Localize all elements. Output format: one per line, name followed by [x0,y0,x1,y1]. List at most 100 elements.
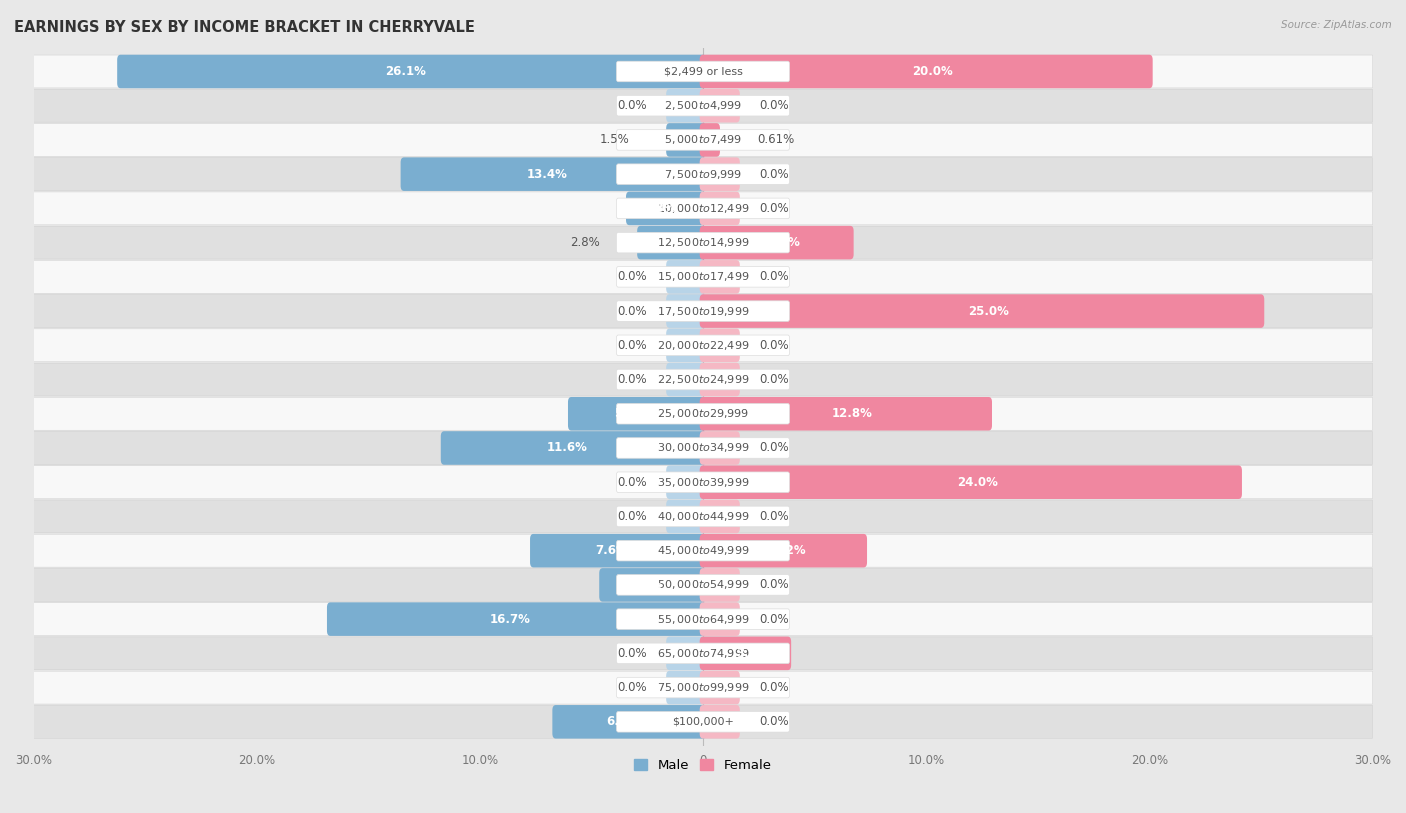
Text: 0.0%: 0.0% [617,339,647,352]
Text: $2,500 to $4,999: $2,500 to $4,999 [664,99,742,112]
FancyBboxPatch shape [616,95,790,116]
Text: 0.0%: 0.0% [617,510,647,523]
FancyBboxPatch shape [34,55,1372,88]
FancyBboxPatch shape [700,637,792,670]
Text: 0.0%: 0.0% [617,271,647,284]
Text: 2.8%: 2.8% [571,236,600,249]
Text: $40,000 to $44,999: $40,000 to $44,999 [657,510,749,523]
FancyBboxPatch shape [553,705,706,738]
FancyBboxPatch shape [616,541,790,561]
Text: 0.0%: 0.0% [759,202,789,215]
FancyBboxPatch shape [616,61,790,82]
FancyBboxPatch shape [328,602,706,636]
Text: 25.0%: 25.0% [969,305,1010,318]
FancyBboxPatch shape [616,267,790,287]
FancyBboxPatch shape [568,397,706,431]
FancyBboxPatch shape [616,198,790,219]
FancyBboxPatch shape [700,602,740,636]
FancyBboxPatch shape [700,89,740,123]
FancyBboxPatch shape [700,54,1153,89]
Text: $22,500 to $24,999: $22,500 to $24,999 [657,373,749,386]
Text: 0.0%: 0.0% [759,339,789,352]
FancyBboxPatch shape [401,158,706,191]
Text: $20,000 to $22,499: $20,000 to $22,499 [657,339,749,352]
FancyBboxPatch shape [34,534,1372,567]
Text: 7.6%: 7.6% [595,544,628,557]
Text: 0.0%: 0.0% [759,373,789,386]
Text: $75,000 to $99,999: $75,000 to $99,999 [657,681,749,694]
Text: 5.9%: 5.9% [614,407,647,420]
FancyBboxPatch shape [700,534,868,567]
Text: 26.1%: 26.1% [385,65,426,78]
FancyBboxPatch shape [34,398,1372,430]
Text: $25,000 to $29,999: $25,000 to $29,999 [657,407,749,420]
Text: $50,000 to $54,999: $50,000 to $54,999 [657,578,749,591]
FancyBboxPatch shape [616,233,790,253]
FancyBboxPatch shape [616,609,790,629]
Text: Source: ZipAtlas.com: Source: ZipAtlas.com [1281,20,1392,30]
Text: $35,000 to $39,999: $35,000 to $39,999 [657,476,749,489]
Text: 1.5%: 1.5% [599,133,630,146]
FancyBboxPatch shape [34,124,1372,156]
FancyBboxPatch shape [616,301,790,321]
Text: $5,000 to $7,499: $5,000 to $7,499 [664,133,742,146]
Text: 6.6%: 6.6% [766,236,800,249]
FancyBboxPatch shape [34,500,1372,533]
FancyBboxPatch shape [616,643,790,663]
FancyBboxPatch shape [666,363,706,396]
Text: 0.61%: 0.61% [756,133,794,146]
FancyBboxPatch shape [616,472,790,493]
FancyBboxPatch shape [666,328,706,362]
FancyBboxPatch shape [700,568,740,602]
FancyBboxPatch shape [34,294,1372,328]
Text: $100,000+: $100,000+ [672,717,734,727]
Text: 13.4%: 13.4% [526,167,567,180]
FancyBboxPatch shape [616,164,790,185]
Text: 0.0%: 0.0% [759,441,789,454]
FancyBboxPatch shape [34,158,1372,190]
FancyBboxPatch shape [700,363,740,396]
FancyBboxPatch shape [616,129,790,150]
FancyBboxPatch shape [666,260,706,293]
Text: $17,500 to $19,999: $17,500 to $19,999 [657,305,749,318]
FancyBboxPatch shape [616,506,790,527]
FancyBboxPatch shape [34,466,1372,498]
Text: 20.0%: 20.0% [912,65,953,78]
Text: $65,000 to $74,999: $65,000 to $74,999 [657,647,749,660]
FancyBboxPatch shape [34,568,1372,602]
FancyBboxPatch shape [666,500,706,533]
Legend: Male, Female: Male, Female [628,754,778,777]
Text: 0.0%: 0.0% [617,476,647,489]
FancyBboxPatch shape [700,500,740,533]
FancyBboxPatch shape [616,575,790,595]
Text: $7,500 to $9,999: $7,500 to $9,999 [664,167,742,180]
FancyBboxPatch shape [700,466,1241,499]
FancyBboxPatch shape [616,369,790,389]
Text: 0.0%: 0.0% [759,271,789,284]
FancyBboxPatch shape [440,431,706,465]
FancyBboxPatch shape [530,534,706,567]
FancyBboxPatch shape [700,431,740,465]
FancyBboxPatch shape [700,328,740,362]
Text: 3.8%: 3.8% [735,647,769,660]
FancyBboxPatch shape [700,705,740,738]
FancyBboxPatch shape [666,89,706,123]
FancyBboxPatch shape [34,637,1372,670]
FancyBboxPatch shape [34,706,1372,738]
FancyBboxPatch shape [666,123,706,157]
FancyBboxPatch shape [666,671,706,704]
Text: EARNINGS BY SEX BY INCOME BRACKET IN CHERRYVALE: EARNINGS BY SEX BY INCOME BRACKET IN CHE… [14,20,475,35]
FancyBboxPatch shape [637,226,706,259]
Text: $45,000 to $49,999: $45,000 to $49,999 [657,544,749,557]
FancyBboxPatch shape [700,192,740,225]
FancyBboxPatch shape [616,711,790,732]
Text: 3.3%: 3.3% [643,202,676,215]
Text: 12.8%: 12.8% [832,407,873,420]
FancyBboxPatch shape [666,637,706,670]
FancyBboxPatch shape [34,672,1372,704]
Text: $2,499 or less: $2,499 or less [664,67,742,76]
Text: $15,000 to $17,499: $15,000 to $17,499 [657,271,749,284]
FancyBboxPatch shape [700,397,993,431]
FancyBboxPatch shape [616,437,790,459]
FancyBboxPatch shape [626,192,706,225]
